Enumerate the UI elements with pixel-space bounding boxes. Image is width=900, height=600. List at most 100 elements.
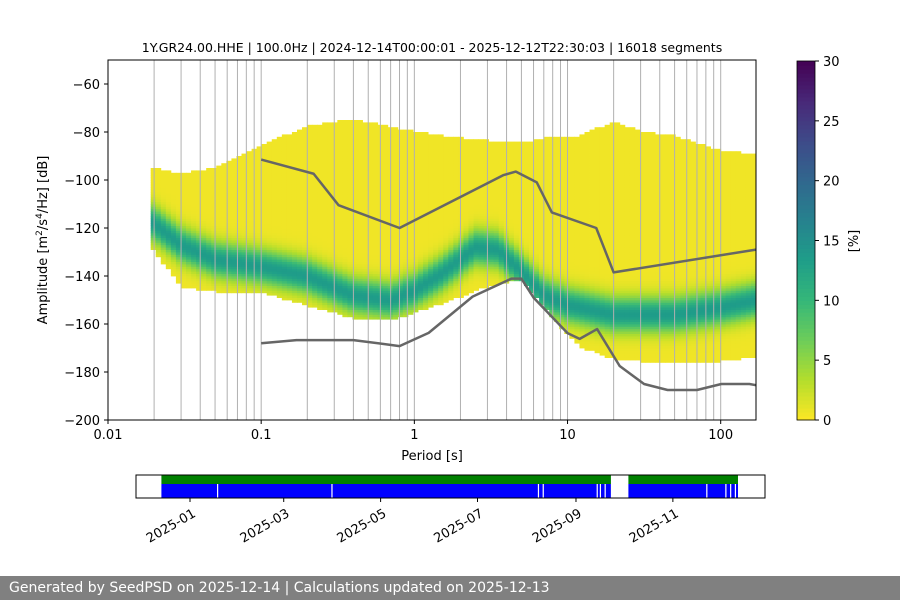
- psd-cell: [281, 228, 288, 231]
- psd-cell: [337, 254, 343, 258]
- psd-cell: [498, 182, 505, 186]
- psd-cell: [296, 136, 303, 140]
- psd-cell: [362, 144, 368, 147]
- psd-cell: [347, 182, 353, 186]
- psd-cell: [433, 254, 439, 258]
- psd-cell: [281, 206, 288, 210]
- psd-cell: [296, 232, 303, 236]
- psd-cell: [296, 292, 303, 296]
- psd-cell: [296, 273, 303, 277]
- psd-cell: [322, 189, 328, 193]
- psd-cell: [317, 292, 323, 296]
- psd-cell: [256, 280, 263, 284]
- psd-cell: [226, 170, 232, 174]
- psd-cell: [483, 278, 490, 282]
- psd-cell: [508, 158, 515, 162]
- psd-cell: [443, 211, 449, 214]
- psd-cell: [186, 220, 192, 224]
- psd-cell: [362, 151, 368, 154]
- psd-cell: [236, 283, 242, 286]
- psd-cell: [191, 249, 197, 253]
- psd-cell: [327, 213, 333, 217]
- psd-cell: [392, 208, 399, 212]
- psd-cell: [266, 158, 273, 162]
- psd-cell: [413, 247, 419, 250]
- psd-cell: [362, 153, 368, 157]
- psd-cell: [261, 230, 268, 234]
- psd-cell: [463, 204, 469, 207]
- psd-cell: [201, 192, 207, 195]
- psd-cell: [508, 213, 515, 217]
- psd-cell: [423, 204, 429, 207]
- psd-cell: [271, 199, 278, 202]
- psd-cell: [221, 230, 227, 234]
- psd-cell: [322, 247, 328, 250]
- psd-cell: [513, 266, 520, 270]
- psd-cell: [342, 278, 348, 282]
- psd-cell: [382, 280, 389, 284]
- psd-cell: [478, 189, 485, 193]
- psd-cell: [236, 232, 242, 236]
- psd-cell: [347, 146, 353, 150]
- psd-cell: [206, 283, 212, 286]
- psd-cell: [155, 218, 162, 222]
- psd-cell: [352, 295, 358, 298]
- psd-cell: [337, 156, 343, 159]
- psd-cell: [307, 129, 313, 133]
- psd-cell: [418, 189, 424, 193]
- psd-cell: [413, 156, 419, 159]
- psd-cell: [498, 204, 505, 207]
- psd-cell: [261, 189, 268, 193]
- psd-cell: [206, 249, 212, 253]
- psd-cell: [256, 278, 263, 282]
- psd-cell: [231, 249, 237, 253]
- psd-cell: [397, 278, 404, 282]
- psd-cell: [402, 180, 409, 183]
- psd-cell: [241, 153, 247, 157]
- psd-cell: [261, 172, 268, 176]
- psd-cell: [382, 264, 389, 267]
- psd-cell: [362, 141, 368, 145]
- psd-cell: [317, 283, 323, 286]
- psd-cell: [453, 144, 459, 147]
- psd-cell: [236, 172, 242, 176]
- psd-cell: [443, 199, 449, 202]
- psd-cell: [392, 184, 399, 188]
- psd-cell: [312, 283, 318, 286]
- psd-cell: [246, 244, 252, 248]
- psd-cell: [458, 228, 464, 231]
- psd-cell: [236, 264, 242, 267]
- psd-cell: [256, 285, 263, 289]
- psd-cell: [493, 266, 500, 270]
- psd-cell: [322, 172, 328, 176]
- psd-cell: [498, 180, 505, 183]
- psd-cell: [266, 206, 273, 210]
- psd-cell: [463, 235, 469, 238]
- psd-cell: [357, 273, 363, 277]
- psd-cell: [478, 175, 485, 178]
- psd-cell: [508, 271, 515, 274]
- psd-cell: [523, 259, 530, 262]
- psd-cell: [266, 242, 273, 246]
- psd-cell: [529, 204, 535, 207]
- psd-cell: [317, 146, 323, 150]
- psd-cell: [468, 187, 474, 190]
- psd-cell: [261, 228, 268, 231]
- psd-cell: [322, 278, 328, 282]
- psd-cell: [236, 261, 242, 265]
- psd-cell: [312, 206, 318, 210]
- psd-cell: [367, 218, 374, 222]
- psd-cell: [302, 273, 308, 277]
- psd-cell: [201, 228, 207, 231]
- psd-cell: [256, 146, 263, 150]
- psd-cell: [397, 139, 404, 142]
- psd-cell: [397, 283, 404, 286]
- psd-cell: [170, 244, 177, 248]
- psd-cell: [413, 177, 419, 181]
- psd-cell: [206, 192, 212, 195]
- psd-cell: [397, 201, 404, 205]
- psd-cell: [196, 266, 202, 270]
- psd-cell: [276, 211, 283, 214]
- psd-cell: [286, 201, 293, 205]
- psd-cell: [423, 175, 429, 178]
